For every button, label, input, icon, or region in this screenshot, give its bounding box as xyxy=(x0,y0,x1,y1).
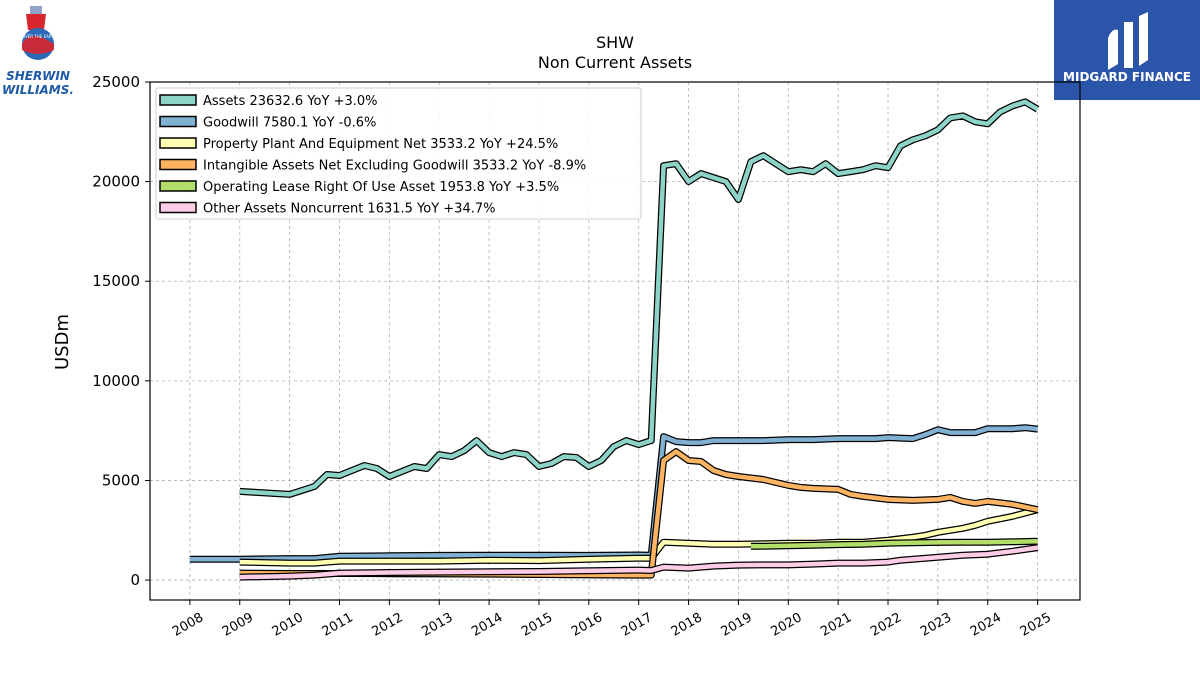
paint-can-icon xyxy=(30,6,42,16)
x-tick-label: 2015 xyxy=(519,610,555,640)
series-4 xyxy=(750,537,1038,550)
legend-swatch xyxy=(159,180,197,192)
legend-box xyxy=(155,87,642,220)
plot-frame xyxy=(149,81,1081,601)
x-tick-label: 2017 xyxy=(619,610,655,640)
legend-swatch xyxy=(159,115,197,128)
series-line xyxy=(239,99,1039,497)
x-tick-label: 2008 xyxy=(170,610,206,640)
midgard-logo-text: MIDGARD FINANCE xyxy=(1063,70,1191,84)
x-tick-label: 2022 xyxy=(868,610,904,640)
x-tick-label: 2014 xyxy=(469,610,505,640)
x-tick-label: 2013 xyxy=(419,610,455,640)
x-tick-label: 2025 xyxy=(1018,610,1054,640)
midgard-mark-icon xyxy=(1108,12,1148,70)
y-tick-label: 15000 xyxy=(92,272,140,290)
x-tick-label: 2019 xyxy=(719,610,755,640)
legend-label: Goodwill 7580.1 YoY -0.6% xyxy=(203,116,376,131)
series-0 xyxy=(239,98,1040,498)
x-tick-label: 2012 xyxy=(370,610,406,640)
series-lines xyxy=(189,98,1040,581)
y-tick-label: 0 xyxy=(130,571,140,589)
logo-seal-text: COVER THE EARTH xyxy=(19,34,57,39)
series-line xyxy=(239,545,1038,580)
x-tick-label: 2020 xyxy=(768,610,804,640)
y-tick-label: 10000 xyxy=(92,372,140,390)
chart-title: SHW xyxy=(596,33,634,52)
legend-label: Intangible Assets Net Excluding Goodwill… xyxy=(203,159,586,174)
x-tick-label: 2023 xyxy=(918,610,954,640)
x-tick-label: 2024 xyxy=(968,610,1004,640)
legend: Assets 23632.6 YoY +3.0% Goodwill 7580.1 … xyxy=(155,87,642,220)
x-tick-label: 2021 xyxy=(818,610,854,640)
legend-swatch xyxy=(159,158,197,171)
legend-swatch xyxy=(159,94,197,106)
sherwin-williams-logo: COVER THE EARTH SHERWIN WILLIAMS. xyxy=(2,6,74,97)
legend-swatch xyxy=(159,137,197,149)
series-line xyxy=(189,425,1038,562)
logo-line1: SHERWIN xyxy=(6,69,70,83)
y-tick-label: 20000 xyxy=(92,173,140,191)
chart-subtitle: Non Current Assets xyxy=(538,53,692,72)
series-2 xyxy=(239,506,1039,567)
x-tick-label: 2010 xyxy=(270,610,306,640)
legend-swatch xyxy=(159,201,197,214)
series-1 xyxy=(189,424,1038,563)
legend-label: Property Plant And Equipment Net 3533.2 … xyxy=(203,137,558,152)
y-axis-label: USDm xyxy=(52,314,73,370)
series-5 xyxy=(239,544,1039,581)
legend-label: Other Assets Noncurrent 1631.5 YoY +34.7… xyxy=(203,202,495,217)
logo-line2: WILLIAMS. xyxy=(2,83,74,97)
x-tick-label: 2018 xyxy=(669,610,705,640)
paint-pour-icon xyxy=(26,14,46,30)
y-tick-label: 5000 xyxy=(102,471,140,489)
legend-label: Operating Lease Right Of Use Asset 1953.… xyxy=(203,180,559,195)
series-line xyxy=(750,538,1038,549)
paint-drip-icon xyxy=(22,36,54,54)
x-tick-label: 2016 xyxy=(569,610,605,640)
y-tick-label: 25000 xyxy=(92,73,140,91)
series-line xyxy=(239,507,1039,566)
legend-label: Assets 23632.6 YoY +3.0% xyxy=(203,94,378,109)
x-tick-label: 2011 xyxy=(320,610,356,640)
x-tick-label: 2009 xyxy=(220,610,256,640)
midgard-finance-logo: MIDGARD FINANCE xyxy=(1054,0,1200,100)
